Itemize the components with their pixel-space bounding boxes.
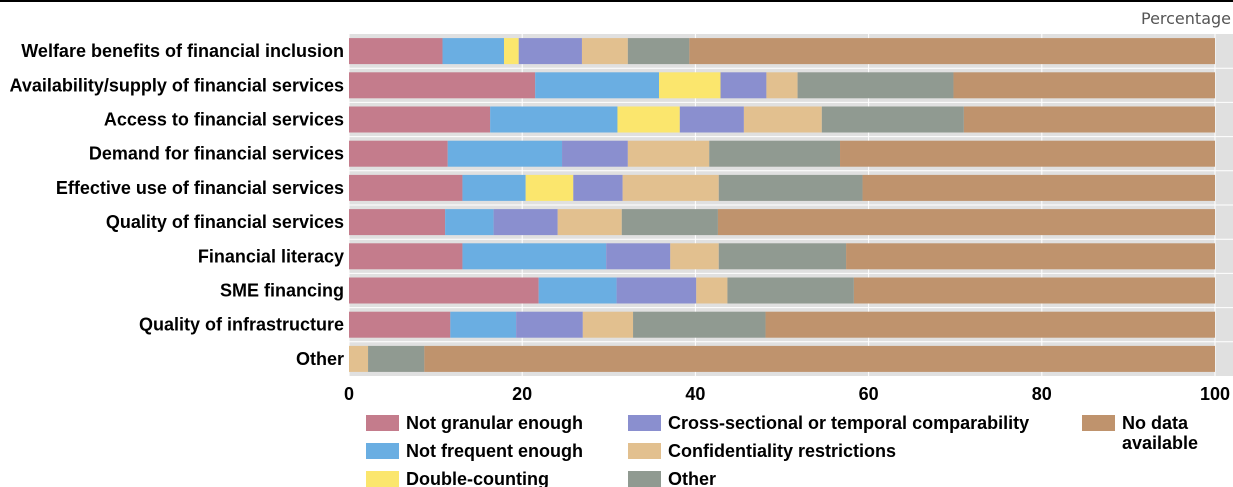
bar-segment	[622, 174, 719, 201]
bar-segment	[525, 174, 574, 201]
bar-segment	[670, 243, 719, 270]
bar-segment	[797, 72, 954, 99]
legend-swatch	[628, 471, 661, 487]
legend-label: No data	[1122, 413, 1189, 433]
legend: Not granular enough Not frequent enough Do…	[366, 413, 1198, 487]
bar-segment	[853, 277, 1215, 304]
bar-segment	[557, 209, 622, 236]
bar-segment	[450, 311, 517, 338]
bar-segment	[582, 311, 634, 338]
category-labels: Welfare benefits of financial inclusion A…	[10, 41, 344, 369]
bar-segment	[349, 38, 443, 65]
bar-segment	[490, 106, 618, 133]
bar-segment	[535, 72, 660, 99]
bar-segment	[573, 174, 623, 201]
x-tick-label: 0	[344, 384, 354, 404]
legend-label: Cross-sectional or temporal comparabilit…	[668, 413, 1029, 433]
category-label: Financial literacy	[198, 246, 344, 266]
bar-segment	[617, 106, 680, 133]
category-label: Demand for financial services	[89, 144, 344, 164]
legend-label: Double-counting	[406, 469, 549, 487]
bar-segment	[504, 38, 519, 65]
bar-segment	[621, 209, 718, 236]
bar-segment	[442, 38, 505, 65]
bar-segment	[840, 140, 1215, 167]
category-label: Welfare benefits of financial inclusion	[21, 41, 344, 61]
bar-segment	[616, 277, 697, 304]
bar-segment	[821, 106, 964, 133]
bar-segment	[718, 243, 847, 270]
legend-swatch	[366, 443, 399, 459]
category-label: SME financing	[220, 281, 344, 301]
bar-segment	[447, 140, 563, 167]
category-label: Quality of infrastructure	[139, 315, 344, 335]
bar-segment	[846, 243, 1215, 270]
bar-segment	[696, 277, 728, 304]
bar-segment	[516, 311, 583, 338]
x-axis-ticks: 0 20 40 60 80 100	[344, 384, 1230, 404]
bar-segment	[349, 174, 463, 201]
bar-segment	[493, 209, 558, 236]
unit-label: Percentage	[1141, 9, 1231, 28]
bar-segment	[963, 106, 1215, 133]
bar-segment	[349, 345, 369, 372]
bar-segment	[581, 38, 628, 65]
bar-segment	[538, 277, 617, 304]
bar-segment	[445, 209, 494, 236]
category-label: Effective use of financial services	[56, 178, 344, 198]
category-label: Availability/supply of financial service…	[10, 75, 344, 95]
bar-segment	[462, 174, 526, 201]
bar-segment	[349, 243, 463, 270]
legend-swatch	[1082, 415, 1115, 431]
bar-segment	[349, 209, 446, 236]
bar-segment	[743, 106, 822, 133]
x-tick-label: 60	[859, 384, 879, 404]
x-tick-label: 40	[685, 384, 705, 404]
bar-segment	[709, 140, 841, 167]
bar-segment	[627, 38, 690, 65]
bar-segment	[606, 243, 671, 270]
bar-segment	[633, 311, 766, 338]
legend-swatch	[366, 415, 399, 431]
bar-segment	[717, 209, 1215, 236]
legend-label: Other	[668, 469, 716, 487]
category-label: Other	[296, 349, 344, 369]
bar-segment	[518, 38, 582, 65]
bar-segment	[953, 72, 1215, 99]
category-label: Quality of financial services	[106, 212, 344, 232]
legend-label: Not frequent enough	[406, 441, 583, 461]
legend-swatch	[366, 471, 399, 487]
bar-segment	[689, 38, 1215, 65]
x-tick-label: 20	[512, 384, 532, 404]
x-tick-label: 80	[1032, 384, 1052, 404]
bar-segment	[349, 72, 536, 99]
bar-segment	[349, 311, 451, 338]
bar-segment	[349, 140, 448, 167]
bar-segment	[862, 174, 1215, 201]
bar-segment	[679, 106, 744, 133]
legend-swatch	[628, 443, 661, 459]
bar-segment	[659, 72, 721, 99]
bar-segment	[765, 311, 1215, 338]
x-tick-label: 100	[1200, 384, 1230, 404]
bar-segment	[424, 345, 1215, 372]
bar-segment	[766, 72, 798, 99]
bar-segment	[627, 140, 710, 167]
legend-label: Not granular enough	[406, 413, 583, 433]
bar-segment	[562, 140, 628, 167]
legend-label: Confidentiality restrictions	[668, 441, 896, 461]
legend-swatch	[628, 415, 661, 431]
bar-segment	[368, 345, 425, 372]
bars	[349, 38, 1215, 372]
bar-segment	[718, 174, 863, 201]
bar-segment	[720, 72, 767, 99]
category-label: Access to financial services	[104, 110, 344, 130]
bar-segment	[349, 106, 491, 133]
bar-segment	[462, 243, 607, 270]
legend-label: available	[1122, 433, 1198, 453]
bar-segment	[349, 277, 539, 304]
bar-segment	[727, 277, 854, 304]
